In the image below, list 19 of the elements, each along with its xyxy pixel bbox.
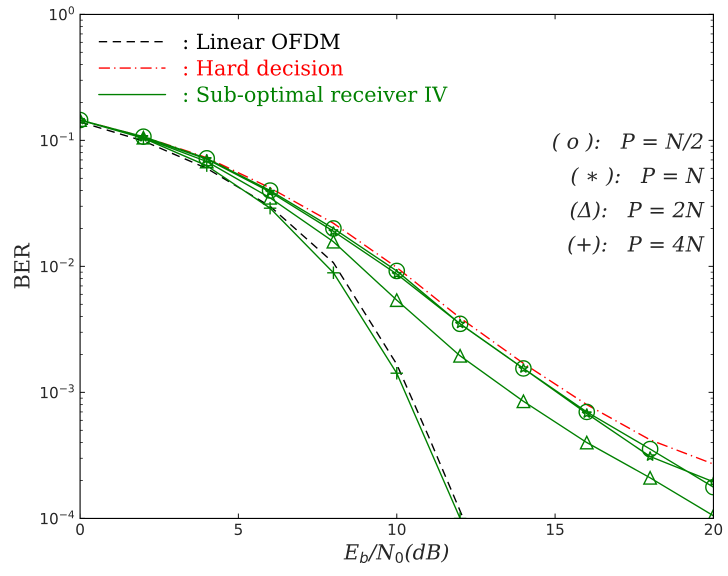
y-tick-label: 10$^{−2}$ <box>40 258 74 272</box>
x-tick-label: 5 <box>234 524 242 536</box>
y-axis-title: BER <box>14 242 30 288</box>
annotation: ( ∗ ): P = N <box>572 167 705 186</box>
legend-label: : Linear OFDM <box>184 34 340 50</box>
y-tick-label: 10$^{−4}$ <box>40 510 74 524</box>
legend-label: : Hard decision <box>184 60 344 76</box>
y-tick-label: 10$^{−3}$ <box>40 384 74 398</box>
x-tick-label: 10 <box>388 524 406 536</box>
y-tick-label: 10$^{0}$ <box>50 6 74 20</box>
annotation: ( o ): P = N/2 <box>553 132 702 152</box>
annotation: (+): P = 4N <box>568 236 705 255</box>
annotation: (Δ): P = 2N <box>570 201 705 220</box>
x-tick-label: 15 <box>547 524 564 536</box>
y-tick-label: 10$^{−1}$ <box>40 132 74 146</box>
x-tick-label: 20 <box>704 524 722 536</box>
legend-label: : Sub-optimal receiver IV <box>184 86 448 106</box>
x-tick-label: 0 <box>76 524 84 536</box>
x-axis-title: E$_{b}$/N$_{0}$(dB) <box>344 544 448 564</box>
